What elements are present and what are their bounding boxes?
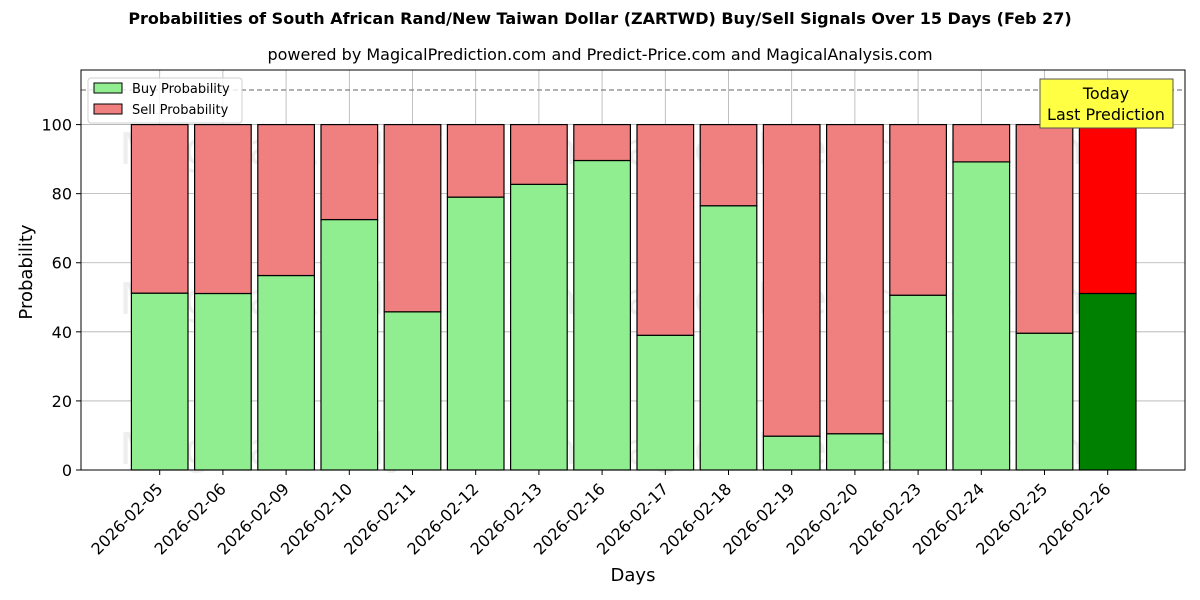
plot-frame — [80, 69, 1186, 471]
y-tick-label: 20 — [52, 392, 72, 411]
legend-swatch-sell — [93, 103, 123, 115]
bar-sell — [446, 123, 505, 198]
bar-sell — [825, 123, 884, 435]
x-axis-title: Days — [611, 565, 656, 586]
x-axis-ticks: 2026-02-052026-02-062026-02-092026-02-10… — [87, 470, 1115, 559]
bar-buy — [952, 161, 1011, 471]
bar-sell — [510, 123, 568, 185]
bar-buy — [320, 218, 379, 471]
y-axis-title: Probability — [16, 224, 37, 319]
y-tick-label: 0 — [62, 461, 72, 480]
bar-buy — [573, 159, 631, 471]
bar-buy — [889, 294, 947, 471]
bar-sell — [383, 123, 442, 313]
bar-sell — [1078, 123, 1137, 295]
bar-buy — [1015, 332, 1074, 471]
chart-title: Probabilities of South African Rand/New … — [128, 9, 1072, 28]
today-annotation-box — [1039, 78, 1174, 129]
legend-box — [87, 77, 243, 124]
last-prediction-label: Last Prediction — [1047, 105, 1165, 124]
bar-buy — [699, 205, 758, 471]
today-annotation: Today Last Prediction — [1039, 78, 1174, 129]
chart-subtitle: powered by MagicalPrediction.com and Pre… — [267, 45, 933, 64]
bar-buy — [130, 292, 189, 471]
bar-buy — [446, 196, 505, 471]
y-tick-label: 100 — [41, 116, 72, 135]
legend-label-sell: Sell Probability — [132, 103, 229, 118]
legend: Buy Probability Sell Probability — [87, 77, 243, 124]
bar-sell — [1015, 123, 1074, 334]
y-tick-label: 80 — [52, 185, 72, 204]
bar-buy — [762, 435, 821, 471]
bar-sell — [130, 123, 189, 294]
bar-buy — [1078, 292, 1137, 471]
bar-sell — [762, 123, 821, 437]
bar-buy — [825, 433, 884, 471]
bar-sell — [889, 123, 947, 296]
bar-buy — [383, 311, 442, 471]
bar-sell — [257, 123, 315, 277]
bar-buy — [510, 183, 568, 471]
bar-sell — [194, 123, 252, 295]
bar-sell — [952, 123, 1011, 163]
legend-swatch-buy — [93, 82, 123, 94]
bar-sell — [573, 123, 631, 162]
bar-sell — [320, 123, 379, 221]
today-label: Today — [1082, 84, 1129, 103]
legend-label-buy: Buy Probability — [132, 82, 230, 97]
y-tick-label: 40 — [52, 323, 72, 342]
bar-buy — [636, 334, 695, 471]
y-axis-ticks: 0 20 40 60 80 100 — [41, 116, 81, 480]
bar-buy — [194, 292, 252, 471]
y-tick-label: 60 — [52, 254, 72, 273]
bar-sell — [699, 123, 758, 207]
bar-buy — [257, 274, 315, 471]
bars — [130, 123, 1137, 471]
bar-sell — [636, 123, 695, 336]
